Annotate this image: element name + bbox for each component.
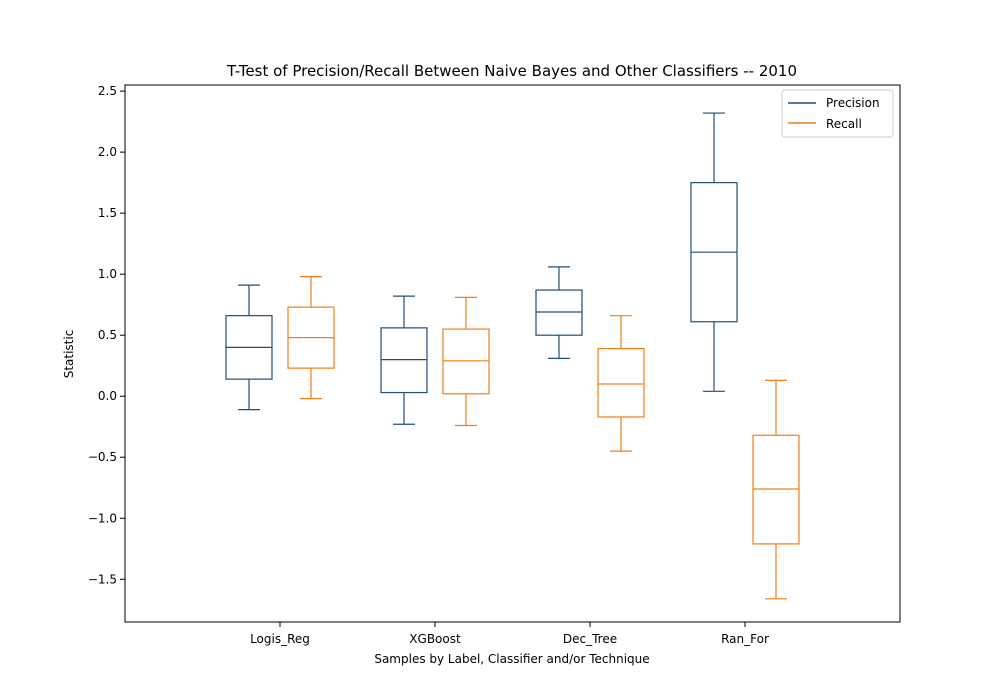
y-axis: −1.5 −1.0 −0.5 0.0 0.5 1.0 1.5 2.0 2.5 bbox=[88, 84, 125, 586]
plot-frame bbox=[124, 84, 901, 623]
y-tick-label: 0.5 bbox=[98, 328, 117, 342]
legend-recall-label: Recall bbox=[826, 117, 862, 131]
y-tick-label: 0.0 bbox=[98, 389, 117, 403]
plot-area bbox=[225, 112, 800, 600]
precision-box-xgboost bbox=[380, 295, 428, 425]
recall-box-ran-for bbox=[752, 379, 800, 600]
x-tick-label: XGBoost bbox=[409, 632, 461, 646]
iqr-box bbox=[597, 348, 645, 418]
legend: Precision Recall bbox=[781, 89, 894, 138]
x-tick-label: Ran_For bbox=[721, 632, 769, 646]
iqr-box bbox=[380, 327, 428, 394]
y-tick-label: −1.5 bbox=[88, 572, 117, 586]
y-tick-label: −0.5 bbox=[88, 450, 117, 464]
legend-frame bbox=[781, 89, 894, 138]
y-tick-label: 1.5 bbox=[98, 206, 117, 220]
y-axis-label: Statistic bbox=[62, 330, 76, 379]
x-axis-label: Samples by Label, Classifier and/or Tech… bbox=[374, 652, 649, 666]
iqr-box bbox=[535, 289, 583, 336]
recall-box-logis-reg bbox=[287, 276, 335, 400]
iqr-box bbox=[752, 434, 800, 545]
precision-box-dec-tree bbox=[535, 266, 583, 359]
recall-box-dec-tree bbox=[597, 315, 645, 452]
x-tick-label: Logis_Reg bbox=[250, 632, 310, 646]
y-tick-label: 1.0 bbox=[98, 267, 117, 281]
recall-box-xgboost bbox=[442, 296, 490, 427]
legend-precision-label: Precision bbox=[826, 96, 880, 110]
iqr-box bbox=[442, 328, 490, 395]
y-tick-label: −1.0 bbox=[88, 511, 117, 525]
y-tick-label: 2.0 bbox=[98, 145, 117, 159]
chart-title: T-Test of Precision/Recall Between Naive… bbox=[226, 62, 797, 80]
x-tick-label: Dec_Tree bbox=[563, 632, 617, 646]
y-tick-label: 2.5 bbox=[98, 84, 117, 98]
x-axis: Logis_Reg XGBoost Dec_Tree Ran_For bbox=[250, 622, 769, 646]
precision-box-logis-reg bbox=[225, 284, 273, 411]
precision-box-ran-for bbox=[690, 112, 738, 392]
